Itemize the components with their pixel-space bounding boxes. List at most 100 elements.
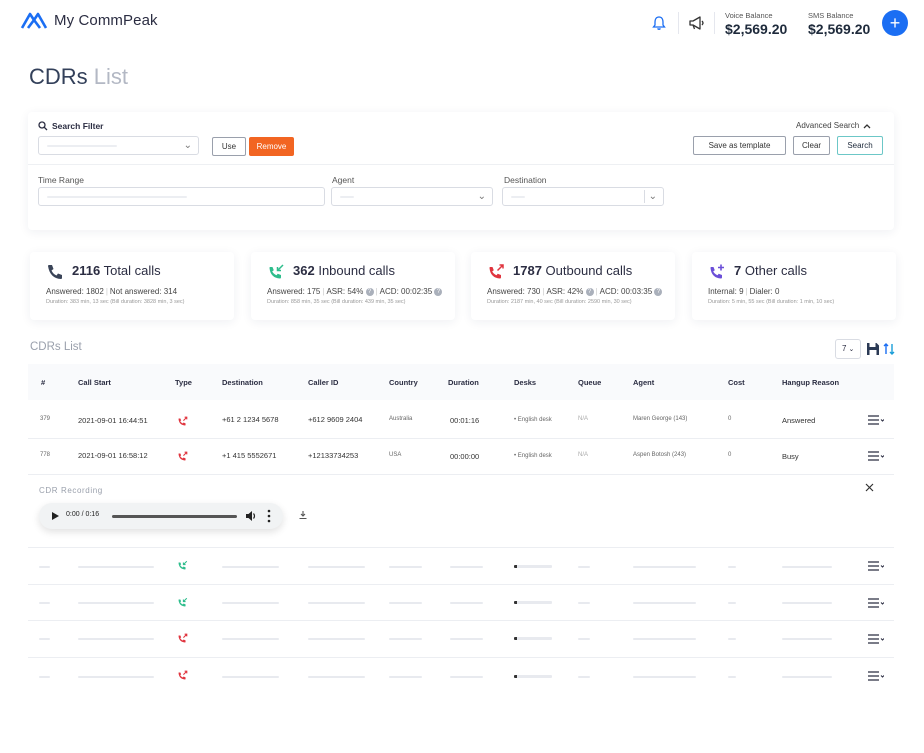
stat-label: Other calls <box>744 263 807 278</box>
stat-details: Answered: 730 | ASR: 42% ? | ACD: 00:03:35 ? <box>487 287 663 296</box>
saved-filter-select[interactable]: ⌄ <box>38 136 199 155</box>
row-menu-icon[interactable] <box>868 561 884 571</box>
stat-card-outbound: 1787 Outbound calls Answered: 730 | ASR: 4… <box>471 252 675 320</box>
placeholder-cell <box>39 602 50 604</box>
stat-value: Answered: 175 <box>267 287 321 296</box>
megaphone-icon[interactable] <box>686 12 708 34</box>
row-menu-icon[interactable] <box>868 671 884 681</box>
save-template-button[interactable]: Save as template <box>693 136 786 155</box>
table-row[interactable]: 379 2021-09-01 16:44:51 +61 2 1234 5678 … <box>28 402 894 439</box>
row-menu-icon[interactable] <box>868 451 884 461</box>
destination-select[interactable]: ⌄ <box>502 187 664 206</box>
more-options-icon[interactable] <box>267 509 271 523</box>
time-range-input[interactable] <box>38 187 325 206</box>
volume-icon[interactable] <box>245 510 257 522</box>
table-row[interactable] <box>28 585 894 621</box>
placeholder-cell <box>633 638 696 640</box>
sort-icon[interactable] <box>883 342 895 356</box>
add-button[interactable]: + <box>882 10 908 36</box>
cell-country: USA <box>389 452 402 458</box>
row-menu-icon[interactable] <box>868 415 884 425</box>
use-button[interactable]: Use <box>212 137 246 156</box>
remove-button[interactable]: Remove <box>249 137 294 156</box>
stat-card-other: 7 Other calls Internal: 9 | Dialer: 0 Dura… <box>692 252 896 320</box>
column-header[interactable]: Desks <box>514 378 537 387</box>
placeholder-cell <box>78 676 154 678</box>
inbound-call-icon <box>178 597 188 607</box>
table-row[interactable]: 778 2021-09-01 16:58:12 +1 415 5552671 +… <box>28 439 894 475</box>
column-header[interactable]: Cost <box>728 378 745 387</box>
search-button[interactable]: Search <box>837 136 883 155</box>
chevron-down-icon: ⌄ <box>183 140 192 151</box>
help-icon[interactable]: ? <box>585 287 594 296</box>
column-header[interactable]: Call Start <box>78 378 111 387</box>
logo[interactable]: My CommPeak <box>20 10 158 30</box>
column-header[interactable]: Type <box>175 378 192 387</box>
cell-destination: +61 2 1234 5678 <box>222 415 279 424</box>
agent-select[interactable]: ⌄ <box>331 187 493 206</box>
cell-desks: • English desk <box>514 453 552 459</box>
column-header[interactable]: # <box>41 378 46 387</box>
column-header[interactable]: Country <box>389 378 418 387</box>
stat-count: 7 <box>734 263 742 278</box>
column-header[interactable]: Duration <box>448 378 479 387</box>
download-icon[interactable] <box>299 511 307 519</box>
table-header: # Call Start Type Destination Caller ID … <box>28 364 894 400</box>
page-size-select[interactable]: 7 ⌄ <box>835 339 861 359</box>
help-icon[interactable]: ? <box>654 287 663 296</box>
audio-progress-bar[interactable] <box>112 515 237 518</box>
clear-button[interactable]: Clear <box>793 136 830 155</box>
page-size-value: 7 <box>842 344 847 353</box>
placeholder-cell <box>222 602 279 604</box>
commpeak-logo-icon <box>20 12 48 29</box>
column-header[interactable]: Caller ID <box>308 378 339 387</box>
cell-desks: • English desk <box>514 417 552 423</box>
cell-caller-id: +612 9609 2404 <box>308 415 363 424</box>
chevron-down-icon: ⌄ <box>477 191 486 202</box>
column-header[interactable]: Hangup Reason <box>782 378 840 387</box>
column-header[interactable]: Queue <box>578 378 602 387</box>
stat-value: ASR: 54% <box>326 287 364 296</box>
help-icon[interactable]: ? <box>365 287 374 296</box>
save-icon[interactable] <box>866 342 880 356</box>
column-header[interactable]: Destination <box>222 378 263 387</box>
placeholder-cell <box>222 566 279 568</box>
divider <box>678 12 679 34</box>
stat-label: Total calls <box>103 263 161 278</box>
placeholder-cell <box>389 638 422 640</box>
placeholder-cell <box>78 638 154 640</box>
help-icon[interactable]: ? <box>434 287 443 296</box>
placeholder-cell <box>222 676 279 678</box>
column-header[interactable]: Agent <box>633 378 655 387</box>
placeholder-cell <box>728 638 736 640</box>
divider <box>28 164 894 165</box>
placeholder-cell <box>578 676 590 678</box>
table-row[interactable] <box>28 548 894 585</box>
placeholder-cell <box>782 676 832 678</box>
close-icon[interactable] <box>865 483 874 492</box>
placeholder-cell <box>514 601 552 604</box>
table-row[interactable] <box>28 658 894 695</box>
agent-label: Agent <box>332 175 355 185</box>
placeholder-cell <box>308 566 365 568</box>
audio-player: 0:00 / 0:16 <box>39 503 283 529</box>
placeholder-cell <box>514 675 552 678</box>
placeholder-cell <box>78 602 154 604</box>
advanced-search-toggle[interactable]: Advanced Search <box>796 121 871 130</box>
voice-balance-value: $2,569.20 <box>725 21 788 37</box>
row-menu-icon[interactable] <box>868 598 884 608</box>
filter-card: Search Filter ⌄ Use Remove Advanced Sear… <box>28 112 894 230</box>
bell-icon[interactable] <box>648 12 670 34</box>
select-placeholder <box>47 145 117 147</box>
outbound-call-icon <box>178 633 188 643</box>
voice-balance-label: Voice Balance <box>725 11 773 20</box>
recording-panel <box>28 475 894 548</box>
row-menu-icon[interactable] <box>868 634 884 644</box>
search-filter-label: Search Filter <box>52 121 104 131</box>
play-icon[interactable] <box>52 512 59 520</box>
table-row[interactable] <box>28 621 894 658</box>
chevron-up-icon <box>863 123 871 128</box>
placeholder-cell <box>78 566 154 568</box>
cell-cost: 0 <box>728 416 732 422</box>
placeholder-cell <box>389 676 422 678</box>
